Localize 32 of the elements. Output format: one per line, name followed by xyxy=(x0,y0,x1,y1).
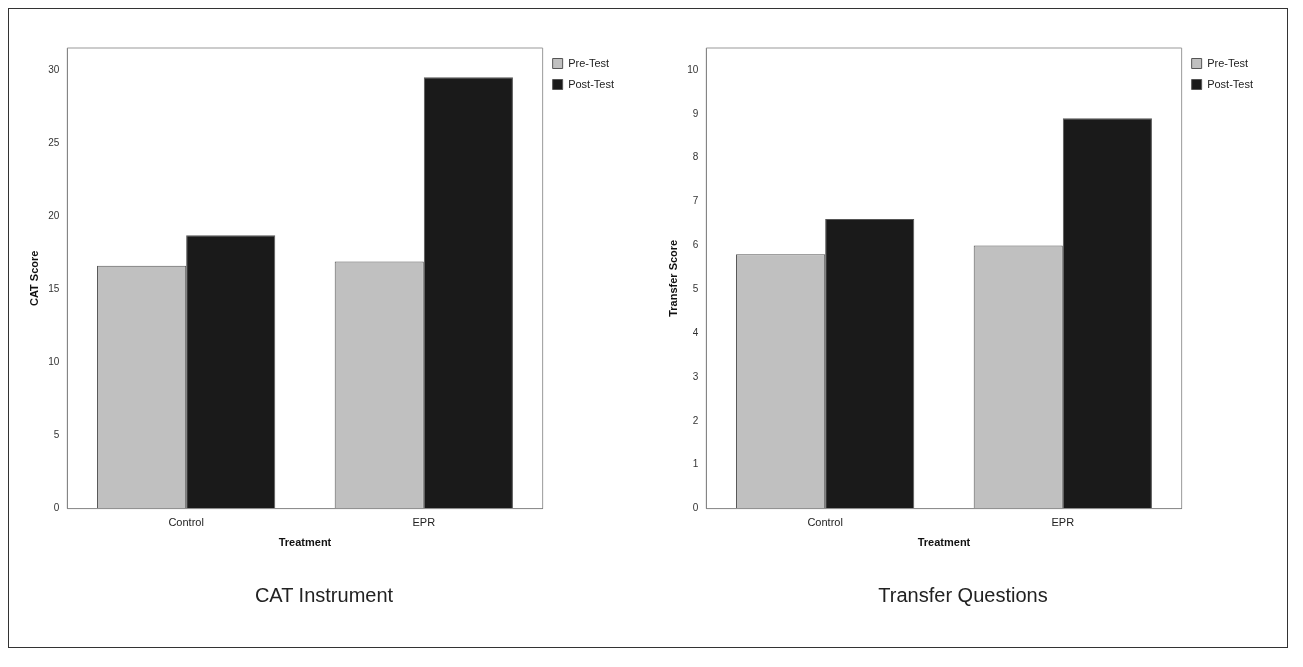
x-tick-label: EPR xyxy=(412,516,435,529)
x-tick-label: Control xyxy=(806,516,843,529)
text: CAT Instrument xyxy=(254,583,394,606)
legend-label: Post-Test xyxy=(567,77,614,90)
y-tick-label: 25 xyxy=(47,136,60,148)
y-tick-label: 15 xyxy=(47,283,60,295)
y-tick-label: 5 xyxy=(692,283,699,295)
y-tick-label: 30 xyxy=(47,63,60,75)
y-tick-label: 1 xyxy=(692,458,699,470)
y-tick-label: 0 xyxy=(692,502,699,514)
legend-label: Pre-Test xyxy=(1206,56,1248,69)
x-axis-title: Treatment xyxy=(278,536,332,549)
legend-label: Post-Test xyxy=(1206,77,1253,90)
y-tick-label: 10 xyxy=(47,356,60,368)
legend-label: Pre-Test xyxy=(567,56,609,69)
y-tick-label: 4 xyxy=(692,326,699,338)
y-tick-label: 0 xyxy=(53,502,60,514)
y-tick-label: 3 xyxy=(692,370,699,382)
y-tick-label: 6 xyxy=(692,239,699,251)
y-tick-label: 9 xyxy=(692,107,699,119)
y-tick-label: 5 xyxy=(53,429,60,441)
y-tick-label: 10 xyxy=(686,63,699,75)
y-tick-label: 20 xyxy=(47,209,60,221)
y-tick-label: 2 xyxy=(692,414,699,426)
y-tick-label: 7 xyxy=(692,195,699,207)
text: Transfer Questions xyxy=(877,583,1048,606)
y-axis-title: Transfer Score xyxy=(666,239,679,317)
x-tick-label: EPR xyxy=(1051,516,1074,529)
y-axis-title: CAT Score xyxy=(27,250,40,307)
y-tick-label: 8 xyxy=(692,151,699,163)
x-axis-title: Treatment xyxy=(917,536,971,549)
x-tick-label: Control xyxy=(167,516,204,529)
